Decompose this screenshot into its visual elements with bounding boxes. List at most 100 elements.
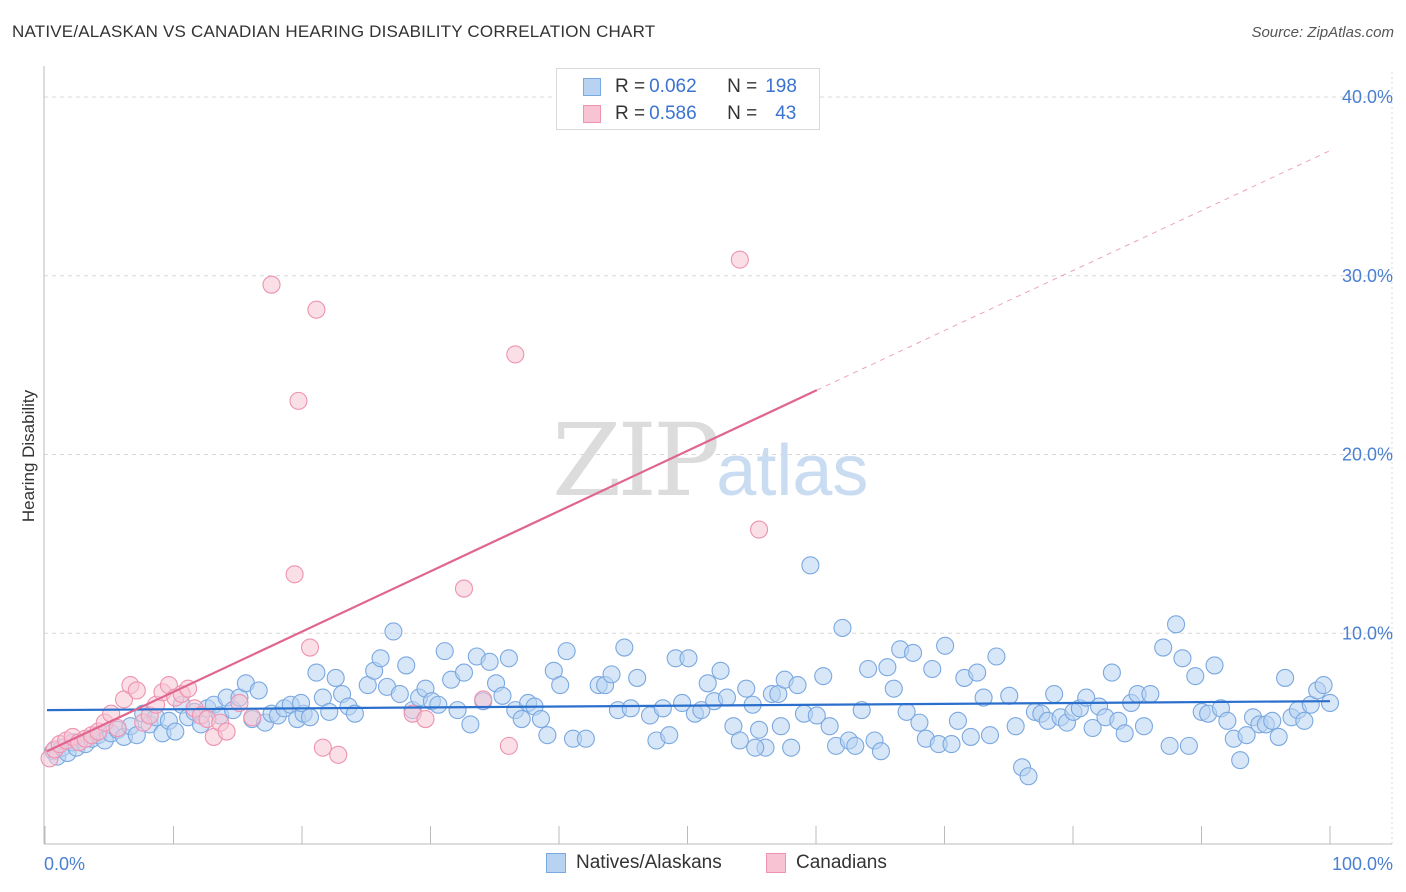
native-point: [1115, 724, 1134, 743]
canadian-point: [499, 736, 518, 755]
native-point: [384, 622, 403, 641]
native-point: [576, 729, 595, 748]
native-point: [480, 652, 499, 671]
legend-n-label: N =: [727, 103, 758, 124]
native-point: [1160, 736, 1179, 755]
grid: [44, 72, 1393, 844]
legend-n-value: 198: [765, 76, 797, 97]
native-point: [653, 699, 672, 718]
native-point: [1263, 711, 1282, 730]
trend-lines: [46, 150, 1331, 753]
tick-labels: 10.0% 20.0% 30.0% 40.0% 0.0% 100.0% Hearing Di…: [19, 87, 1393, 874]
native-point: [884, 679, 903, 698]
native-point: [1179, 736, 1198, 755]
native-point: [968, 663, 987, 682]
native-point: [948, 711, 967, 730]
native-point: [320, 702, 339, 721]
native-point: [1166, 615, 1186, 634]
legend-row-canadian: R = 0.586 N = 43: [583, 102, 796, 126]
watermark-atlas: atlas: [716, 431, 869, 511]
legend-r-label: R =: [615, 76, 646, 97]
canadian-trend-extension: [816, 150, 1331, 391]
canadian-trend-line: [46, 389, 818, 753]
native-point: [660, 726, 679, 745]
y-tick-label: 20.0%: [1342, 445, 1393, 465]
canadian-point: [730, 250, 749, 269]
native-point: [531, 709, 551, 729]
canadian-point: [285, 565, 304, 584]
native-point: [551, 676, 570, 695]
native-point: [454, 663, 474, 682]
canadian-point: [750, 520, 769, 539]
canadian-point: [243, 708, 262, 727]
legend-label-native: Natives/Alaskans: [576, 852, 722, 873]
native-point: [961, 727, 980, 746]
native-point: [397, 656, 416, 675]
native-point: [871, 742, 891, 761]
native-point: [1019, 767, 1038, 786]
native-point: [1173, 649, 1192, 668]
legend-r-value: 0.586: [649, 103, 697, 124]
native-point: [1186, 667, 1205, 686]
canadian-point: [217, 722, 236, 741]
native-point: [1134, 717, 1154, 736]
native-point: [788, 676, 807, 695]
legend-swatch-native: [583, 78, 601, 96]
native-point: [448, 701, 467, 720]
native-point: [737, 679, 756, 698]
native-point: [557, 642, 576, 661]
native-point: [1314, 676, 1333, 695]
native-point: [1295, 711, 1314, 730]
native-point: [910, 713, 929, 732]
y-axis-title: Hearing Disability: [19, 389, 38, 522]
native-point: [903, 643, 923, 662]
native-point: [628, 668, 647, 687]
native-point: [345, 704, 364, 723]
native-point: [371, 649, 390, 668]
y-tick-label: 30.0%: [1342, 266, 1393, 286]
native-point: [698, 674, 717, 693]
legend-label-canadian: Canadians: [796, 852, 887, 873]
native-point: [807, 706, 826, 725]
canadian-point: [230, 693, 249, 713]
axes: [43, 66, 1392, 845]
native-point: [1102, 663, 1121, 682]
native-point: [974, 688, 993, 707]
native-point: [942, 735, 961, 754]
native-point: [429, 695, 448, 714]
native-point: [615, 638, 634, 657]
native-point: [538, 726, 557, 745]
correlation-legend: R = 0.062 N = 198 R = 0.586 N = 43: [556, 68, 820, 130]
native-point: [878, 658, 897, 677]
native-point: [771, 717, 790, 736]
native-point: [814, 667, 833, 686]
chart-title: NATIVE/ALASKAN VS CANADIAN HEARING DISAB…: [12, 22, 656, 41]
native-point: [801, 556, 820, 575]
legend-n-label: N =: [727, 76, 758, 97]
native-point: [1154, 638, 1173, 657]
native-point: [1237, 726, 1256, 745]
legend-swatch-native: [546, 853, 566, 873]
native-point: [1000, 686, 1019, 705]
native-point: [1218, 711, 1237, 730]
legend-row-native: R = 0.062 N = 198: [583, 75, 797, 99]
native-points: [44, 556, 1340, 786]
watermark-zip: ZIP: [552, 402, 720, 519]
canadian-point: [300, 638, 320, 657]
native-point: [1320, 693, 1340, 713]
native-point: [859, 659, 878, 679]
legend-swatch-canadian: [766, 853, 786, 873]
native-point: [291, 693, 311, 713]
native-point: [923, 659, 942, 679]
x-tick-label-start: 0.0%: [44, 854, 85, 874]
native-point: [936, 636, 955, 655]
legend-r-label: R =: [615, 103, 646, 124]
native-point: [1231, 751, 1250, 770]
source-label: Source: ZipAtlas.com: [1251, 24, 1394, 41]
native-point: [679, 649, 698, 668]
y-tick-label: 40.0%: [1342, 87, 1393, 107]
native-point: [846, 736, 865, 755]
canadian-point: [307, 300, 326, 319]
native-point: [1276, 668, 1295, 687]
